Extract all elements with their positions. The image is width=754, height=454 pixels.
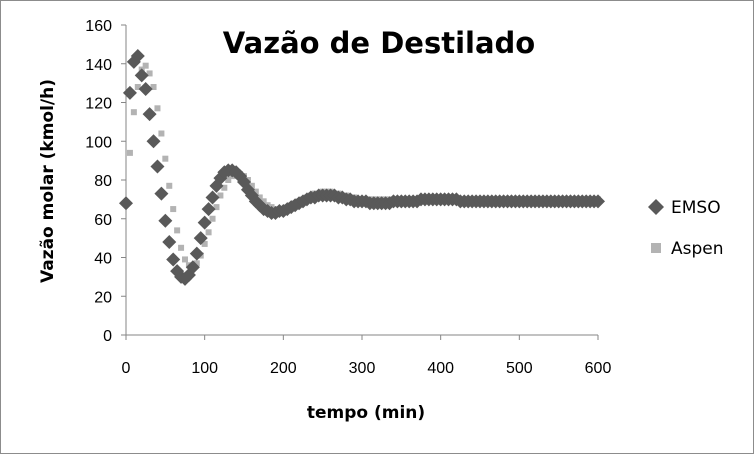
aspen-point — [174, 227, 181, 234]
x-tick-label: 200 — [270, 360, 297, 377]
aspen-point — [158, 130, 165, 137]
emso-point — [130, 49, 145, 63]
aspen-point — [142, 62, 149, 69]
emso-point — [158, 213, 173, 228]
aspen-point — [252, 188, 259, 195]
x-tick-label: 100 — [191, 360, 218, 377]
aspen-point — [162, 155, 169, 162]
emso-point — [591, 194, 605, 209]
aspen-point — [134, 84, 141, 90]
legend-marker-emso — [648, 199, 664, 215]
tick-labels: 0 20 40 60 80 100 120 140 160 0 100 200 300 400 500 600 — [85, 18, 611, 377]
emso-point — [205, 190, 220, 205]
emso-point — [138, 81, 153, 96]
emso-point — [201, 202, 216, 217]
legend-label-aspen: Aspen — [671, 239, 724, 259]
legend-marker-aspen — [651, 243, 661, 253]
emso-point — [134, 68, 149, 83]
y-tick-label: 120 — [85, 96, 112, 113]
aspen-point — [130, 109, 137, 116]
emso-point — [185, 260, 200, 275]
aspen-point — [178, 244, 185, 251]
aspen-point — [126, 149, 133, 156]
emso-point — [146, 134, 161, 149]
emso-point — [193, 231, 208, 246]
emso-point — [154, 186, 169, 201]
y-tick-label: 60 — [94, 212, 112, 229]
x-tick-label: 0 — [122, 360, 131, 377]
aspen-point — [248, 182, 255, 189]
aspen-point — [170, 206, 177, 213]
y-axis-label: Vazão molar (kmol/h) — [38, 79, 58, 283]
aspen-point — [154, 105, 161, 112]
y-tick-label: 80 — [94, 173, 112, 190]
emso-point — [150, 159, 165, 174]
data-points — [119, 49, 605, 286]
legend-label-emso: EMSO — [671, 198, 721, 218]
aspen-point — [150, 84, 157, 90]
aspen-point — [209, 215, 216, 222]
x-tick-label: 500 — [506, 360, 533, 377]
emso-point — [142, 107, 157, 122]
aspen-point — [256, 194, 263, 201]
aspen-point — [193, 260, 200, 267]
axes — [121, 24, 599, 340]
aspen-point — [217, 192, 224, 199]
y-tick-label: 20 — [94, 289, 112, 306]
y-tick-label: 40 — [94, 251, 112, 268]
emso-point — [122, 85, 137, 100]
aspen-point — [225, 177, 232, 183]
legend: EMSO Aspen — [648, 198, 724, 259]
aspen-point — [213, 204, 220, 211]
y-tick-label: 100 — [85, 134, 112, 151]
aspen-point — [146, 70, 153, 77]
x-axis-label: tempo (min) — [307, 403, 425, 423]
aspen-point — [201, 240, 208, 247]
series-emso — [119, 49, 605, 286]
y-tick-label: 0 — [103, 328, 112, 345]
emso-point — [119, 196, 133, 211]
aspen-point — [205, 229, 212, 236]
aspen-point — [182, 256, 188, 263]
emso-point — [197, 215, 212, 230]
x-tick-label: 600 — [585, 360, 612, 377]
x-tick-label: 400 — [427, 360, 454, 377]
aspen-point — [221, 184, 228, 191]
emso-point — [189, 246, 204, 261]
aspen-point — [260, 198, 267, 205]
chart-title: Vazão de Destilado — [223, 26, 535, 60]
emso-point — [166, 252, 181, 267]
emso-point — [162, 235, 177, 249]
aspen-point — [166, 182, 173, 189]
y-tick-label: 160 — [85, 18, 112, 35]
y-tick-label: 140 — [85, 57, 112, 74]
x-tick-label: 300 — [349, 360, 376, 377]
